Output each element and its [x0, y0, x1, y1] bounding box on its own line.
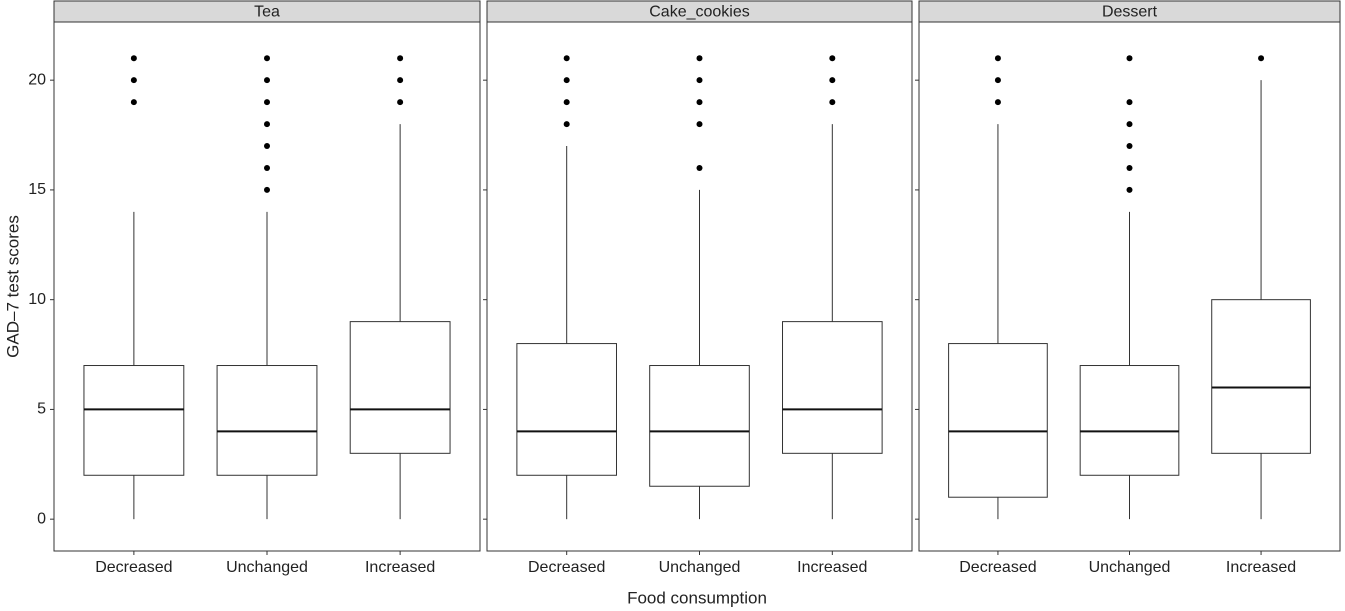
outlier: [130, 99, 137, 106]
outlier: [696, 55, 703, 62]
x-tick-label: Decreased: [959, 559, 1036, 576]
box: [216, 365, 318, 476]
box: [83, 365, 185, 476]
y-tick-label: 20: [28, 71, 46, 88]
y-tick-label: 5: [37, 401, 46, 418]
outlier: [397, 55, 404, 62]
box: [782, 321, 883, 454]
box: [948, 343, 1048, 498]
outlier: [264, 121, 270, 128]
x-tick-label: Unchanged: [226, 559, 308, 576]
outlier: [1126, 143, 1133, 150]
outlier: [1258, 55, 1265, 62]
x-tick-label: Decreased: [528, 559, 605, 576]
outlier: [994, 55, 1001, 62]
outlier: [264, 143, 270, 150]
x-axis-label: Food consumption: [627, 588, 767, 607]
outlier: [563, 55, 570, 62]
x-tick-label: Increased: [1226, 559, 1296, 576]
outlier: [1126, 99, 1133, 106]
outlier: [264, 99, 270, 106]
outlier: [130, 55, 137, 62]
outlier: [1126, 55, 1133, 62]
outlier: [264, 164, 270, 171]
outlier: [397, 77, 404, 84]
outlier: [264, 55, 270, 62]
outlier: [1126, 121, 1133, 128]
x-tick-label: Increased: [365, 559, 435, 576]
x-tick-label: Unchanged: [1089, 559, 1171, 576]
y-tick-label: 0: [37, 510, 46, 527]
outlier: [994, 99, 1001, 106]
outlier: [397, 99, 404, 106]
box: [516, 343, 617, 476]
panel-title: Dessert: [1102, 4, 1158, 21]
outlier: [563, 99, 570, 106]
box: [1079, 365, 1180, 476]
outlier: [563, 77, 570, 84]
y-tick-label: 10: [28, 291, 46, 308]
panel-title: Cake_cookies: [649, 4, 750, 21]
outlier: [264, 77, 270, 84]
outlier: [130, 77, 137, 84]
outlier: [696, 99, 703, 106]
outlier: [563, 121, 570, 128]
outlier: [696, 164, 703, 171]
y-tick-label: 15: [28, 181, 46, 198]
outlier: [994, 77, 1001, 84]
panel-title: Tea: [254, 4, 280, 21]
x-tick-label: Decreased: [95, 559, 172, 576]
box: [1211, 299, 1311, 454]
outlier: [264, 186, 270, 193]
outlier: [1126, 164, 1133, 171]
box: [649, 365, 750, 487]
x-tick-label: Increased: [797, 559, 867, 576]
outlier: [829, 77, 836, 84]
box: [349, 321, 451, 454]
y-axis-label: GAD–7 test scores: [3, 215, 22, 358]
outlier: [1126, 186, 1133, 193]
outlier: [829, 55, 836, 62]
outlier: [829, 99, 836, 106]
x-tick-label: Unchanged: [659, 559, 741, 576]
outlier: [696, 121, 703, 128]
outlier: [696, 77, 703, 84]
